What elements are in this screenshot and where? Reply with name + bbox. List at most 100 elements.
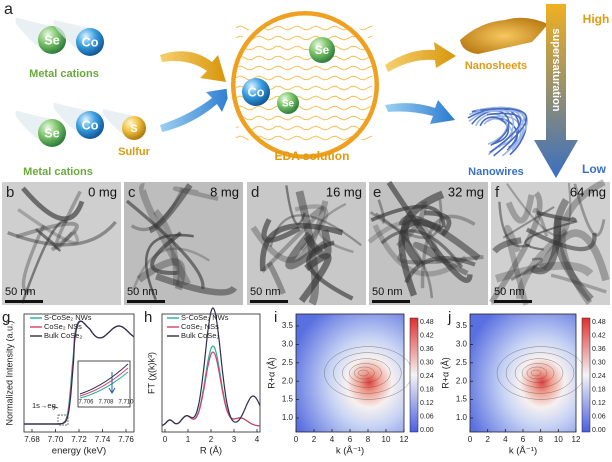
panel-label: h bbox=[144, 309, 152, 326]
panel-label: b bbox=[6, 184, 14, 201]
caption: Sulfur bbox=[118, 146, 150, 158]
inset-curve bbox=[79, 367, 129, 397]
contour bbox=[514, 358, 564, 388]
x-axis-label: k (Å⁻¹) bbox=[336, 446, 364, 457]
x-tick-label: 1 bbox=[186, 435, 191, 444]
x-tick-label: 2 bbox=[312, 435, 317, 444]
tem-structure bbox=[295, 190, 320, 306]
scale-label: 50 nm bbox=[5, 286, 36, 298]
ion-label: Co bbox=[82, 35, 99, 49]
y-tick-label: 2.0 bbox=[282, 376, 294, 385]
contour bbox=[358, 369, 369, 377]
colorbar-label: 0.48 bbox=[592, 319, 606, 326]
y-tick-label: 2.5 bbox=[456, 358, 468, 367]
colorbar-label: 0.36 bbox=[420, 346, 434, 353]
tem-image bbox=[247, 182, 366, 306]
ion-label: Co bbox=[82, 118, 99, 132]
tem-structure bbox=[420, 214, 476, 289]
ion bbox=[38, 26, 66, 54]
tem-structure bbox=[532, 207, 549, 237]
tem-structure bbox=[573, 183, 606, 237]
nanowire bbox=[479, 116, 509, 145]
ion-label: Se bbox=[315, 44, 330, 57]
tem-image bbox=[367, 180, 488, 305]
tem-structure bbox=[306, 240, 354, 301]
contour bbox=[354, 366, 375, 380]
contour bbox=[333, 352, 402, 394]
y-tick-label: 3.5 bbox=[456, 321, 468, 330]
solvent-wave bbox=[235, 105, 373, 111]
tem-structure bbox=[525, 227, 597, 252]
nanowire bbox=[471, 110, 510, 147]
tem-structure bbox=[130, 187, 185, 232]
panel-label: d bbox=[251, 184, 259, 201]
tem-structure bbox=[424, 210, 452, 237]
tem-image bbox=[124, 182, 243, 305]
scale-bar bbox=[494, 300, 532, 303]
nanosheet bbox=[460, 17, 548, 54]
tem-structure bbox=[21, 220, 68, 304]
y-axis-label: Normalized Intensity (a.u.) bbox=[4, 320, 14, 425]
contour bbox=[526, 366, 548, 380]
x-tick-label: 7.76 bbox=[118, 435, 134, 444]
tem-structure bbox=[21, 224, 46, 293]
tem-structure bbox=[21, 186, 85, 222]
colorbar-label: 0.06 bbox=[592, 413, 606, 420]
panel-label: g bbox=[2, 309, 10, 326]
tem-structure bbox=[536, 210, 577, 223]
inset-curve bbox=[79, 363, 129, 395]
tem-structure bbox=[505, 194, 535, 224]
ion-label: Se bbox=[44, 126, 59, 140]
tem-structure bbox=[550, 273, 607, 294]
tem-structure bbox=[559, 179, 606, 306]
colorbar-label: 0.18 bbox=[592, 386, 606, 393]
x-tick-label: 7.70 bbox=[48, 435, 64, 444]
solvent-wave bbox=[235, 65, 373, 71]
amount-label: 0 mg bbox=[88, 184, 117, 199]
annotation-arrow bbox=[51, 405, 59, 409]
y-tick-label: 3.0 bbox=[456, 340, 468, 349]
amount-label: 64 mg bbox=[570, 184, 606, 199]
tem-structure bbox=[136, 258, 186, 291]
y-axis-label: R+α (Å) bbox=[266, 357, 276, 388]
y-tick-label: 1.0 bbox=[282, 413, 294, 422]
panel-label: c bbox=[128, 184, 136, 201]
gradient-high: High bbox=[583, 12, 610, 26]
solvent-wave bbox=[235, 75, 373, 81]
legend-label: S-CoSe₂ NWs bbox=[181, 313, 229, 322]
scale-label: 50 nm bbox=[250, 286, 281, 298]
colorbar-label: 0.12 bbox=[592, 400, 606, 407]
tem-structure bbox=[150, 231, 183, 275]
tem-structure bbox=[148, 183, 193, 234]
tem-structure bbox=[530, 218, 562, 275]
panel-label: i bbox=[274, 309, 277, 326]
x-tick-label: 2 bbox=[209, 435, 214, 444]
x-tick-label: 10 bbox=[382, 435, 391, 444]
colorbar-label: 0.42 bbox=[592, 332, 606, 339]
x-tick-label: 7.74 bbox=[95, 435, 111, 444]
inset-tick-label: 7.706 bbox=[78, 400, 94, 406]
ion-label: Co bbox=[248, 85, 265, 99]
amount-label: 32 mg bbox=[448, 184, 484, 199]
tem-structure bbox=[260, 206, 325, 274]
tem-structure bbox=[553, 198, 594, 302]
spectrum-curve bbox=[24, 320, 135, 425]
colorbar-label: 0.06 bbox=[420, 413, 434, 420]
tem-background bbox=[2, 182, 121, 305]
tem-structure bbox=[370, 204, 446, 228]
colorbar bbox=[409, 317, 419, 433]
legend-label: Bulk CoSe₂ bbox=[44, 331, 82, 340]
x-tick-label: 12 bbox=[400, 435, 409, 444]
spectrum-curve bbox=[161, 307, 261, 427]
nanowire bbox=[480, 107, 528, 157]
tem-structure bbox=[404, 256, 476, 284]
tem-structure bbox=[54, 190, 82, 250]
colorbar-label: 0.48 bbox=[420, 319, 434, 326]
caption: Nanosheets bbox=[465, 60, 527, 72]
colorbar bbox=[581, 317, 591, 433]
tem-structure bbox=[125, 199, 205, 290]
x-tick-label: 0 bbox=[468, 435, 473, 444]
gradient-arrow bbox=[534, 4, 578, 178]
colorbar-label: 0.12 bbox=[420, 400, 434, 407]
inset-curve bbox=[79, 371, 129, 399]
